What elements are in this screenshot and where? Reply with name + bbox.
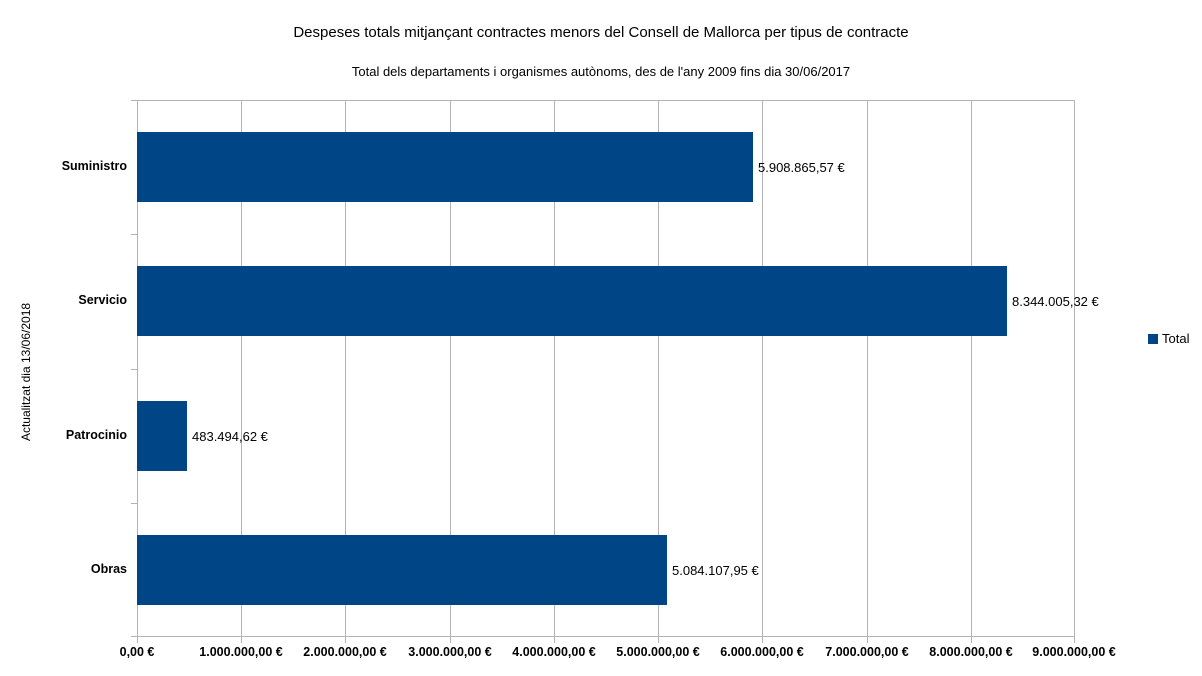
bar-obras — [137, 535, 667, 605]
x-axis-tick — [1074, 637, 1075, 643]
bar-patrocinio — [137, 401, 187, 471]
category-label: Obras — [90, 562, 127, 576]
x-tick-label: 5.000.000,00 € — [616, 645, 700, 659]
y-axis-tick — [131, 503, 137, 504]
gridline — [762, 100, 763, 637]
gridline — [554, 100, 555, 637]
x-tick-label: 6.000.000,00 € — [720, 645, 804, 659]
bar-servicio — [137, 266, 1007, 336]
y-axis-tick — [131, 100, 137, 101]
gridline — [1074, 100, 1075, 637]
chart-title: Despeses totals mitjançant contractes me… — [293, 24, 909, 41]
plot-top-border — [137, 100, 1075, 101]
bar-suministro — [137, 132, 753, 202]
x-tick-label: 2.000.000,00 € — [303, 645, 387, 659]
gridline — [971, 100, 972, 637]
bar-value-label: 483.494,62 € — [192, 428, 268, 444]
bar-value-label: 8.344.005,32 € — [1012, 293, 1099, 309]
gridline — [867, 100, 868, 637]
category-label: Patrocinio — [65, 428, 127, 442]
x-tick-label: 0,00 € — [119, 645, 155, 659]
update-note: Actualitzat dia 13/06/2018 — [19, 302, 33, 442]
plot-area: 5.908.865,57 € 8.344.005,32 € 483.494,62 €… — [131, 100, 1099, 643]
x-axis-tick — [867, 637, 868, 643]
x-axis-tick — [137, 637, 138, 643]
x-tick-label: 1.000.000,00 € — [199, 645, 283, 659]
x-tick-label: 8.000.000,00 € — [929, 645, 1013, 659]
y-axis-tick — [131, 234, 137, 235]
x-tick-label: 9.000.000,00 € — [1032, 645, 1116, 659]
x-axis-tick — [554, 637, 555, 643]
chart-subtitle: Total dels departaments i organismes aut… — [351, 64, 851, 79]
bar-value-label: 5.084.107,95 € — [672, 562, 759, 578]
gridline — [658, 100, 659, 637]
y-axis-line — [137, 100, 138, 637]
gridline — [345, 100, 346, 637]
x-axis-tick — [658, 637, 659, 643]
category-label: Suministro — [61, 159, 127, 173]
category-label: Servicio — [78, 293, 127, 307]
bar-value-label: 5.908.865,57 € — [758, 159, 845, 175]
x-axis-tick — [450, 637, 451, 643]
y-axis-tick — [131, 369, 137, 370]
x-tick-label: 7.000.000,00 € — [825, 645, 909, 659]
x-axis-tick — [241, 637, 242, 643]
legend-color-swatch — [1148, 333, 1158, 344]
x-axis-line — [137, 636, 1075, 637]
legend-label: Total — [1162, 331, 1190, 346]
legend: Total — [1148, 331, 1189, 346]
y-axis-tick — [131, 636, 137, 637]
gridline — [450, 100, 451, 637]
x-axis-tick — [345, 637, 346, 643]
gridline — [241, 100, 242, 637]
x-tick-label: 4.000.000,00 € — [512, 645, 596, 659]
x-axis-tick — [971, 637, 972, 643]
x-axis-tick — [762, 637, 763, 643]
x-tick-label: 3.000.000,00 € — [408, 645, 492, 659]
